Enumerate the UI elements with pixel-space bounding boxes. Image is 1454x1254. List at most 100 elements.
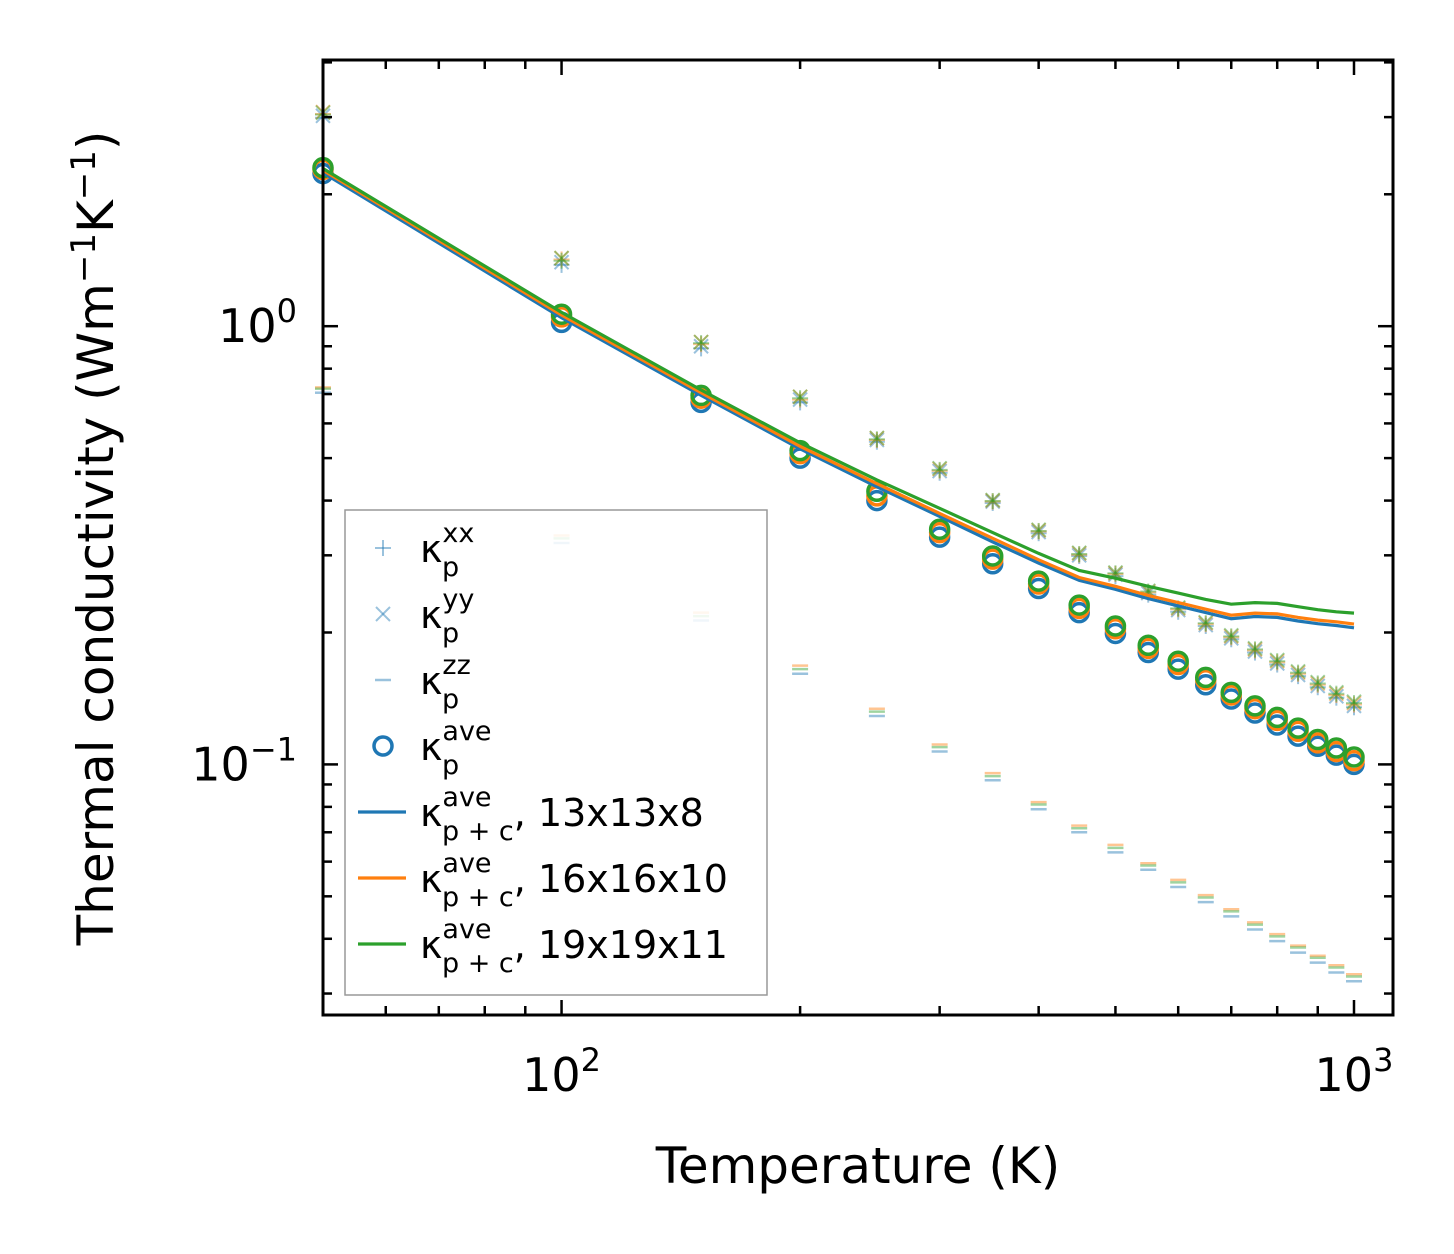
point-kxx-s1-650 xyxy=(1197,616,1214,633)
y-axis-label: Thermal conductivity (Wm−1K−1) xyxy=(64,131,125,947)
point-kyy-s0-350 xyxy=(984,493,1001,510)
legend-label-sub: p xyxy=(442,750,459,781)
point-kyy-s0-450 xyxy=(1071,547,1087,564)
point-kyy-s1-200 xyxy=(792,389,808,405)
point-kxx-s1-250 xyxy=(868,431,885,448)
y-tick-label-1: 100 xyxy=(218,292,297,353)
point-kyy-s1-200-b xyxy=(792,389,808,405)
point-kyy-s1-350 xyxy=(984,492,1001,509)
point-kyy-s0-850-a xyxy=(1290,667,1306,683)
point-kxx-s0-350 xyxy=(984,494,1001,511)
legend-label-base: κ xyxy=(420,791,442,835)
point-kyy-s2-1000-b xyxy=(1346,694,1362,710)
point-kxx-s2-300 xyxy=(931,461,948,478)
x-tick-label-100: 102 xyxy=(522,1041,601,1102)
point-kyy-s1-800-a xyxy=(1269,653,1285,669)
point-kyy-s2-500-a xyxy=(1107,564,1124,581)
point-kyy-s1-650-a xyxy=(1198,615,1214,631)
point-kxx-s2-750 xyxy=(1246,641,1263,658)
point-kyy-s1-750 xyxy=(1247,641,1263,658)
point-kyy-s2-700-b xyxy=(1223,627,1239,644)
point-kyy-s0-950-b xyxy=(1328,688,1345,705)
point-kxx-s2-200 xyxy=(792,390,809,407)
point-kyy-s1-850 xyxy=(1290,664,1306,681)
legend-item-kave: κave p xyxy=(372,716,492,781)
point-kyy-s2-800-a xyxy=(1269,652,1285,668)
point-kyy-s0-950-a xyxy=(1328,688,1345,705)
point-kyy-s1-100-a xyxy=(553,250,570,266)
point-kyy-s0-350-a xyxy=(984,493,1001,510)
point-kxx-s0-900 xyxy=(1309,679,1326,696)
point-kyy-s1-700-b xyxy=(1223,628,1239,645)
point-kyy-s0-250-b xyxy=(869,432,885,448)
point-kave-s2-400 xyxy=(1027,570,1050,592)
point-kyy-s0-750-b xyxy=(1247,643,1263,660)
legend-item-kyy: κyy p xyxy=(375,584,474,649)
point-kyy-s2-150-b xyxy=(693,334,709,350)
y-axis-label-prefix: Thermal conductivity (Wm xyxy=(67,283,125,946)
point-kyy-s1-350-b xyxy=(984,492,1001,509)
point-kyy-s0-700-a xyxy=(1223,630,1239,646)
point-kyy-s1-400-a xyxy=(1030,522,1047,539)
point-kxx-s2-700 xyxy=(1223,628,1240,645)
point-kyy-s0-650-a xyxy=(1198,617,1214,633)
point-kyy-s2-200-a xyxy=(792,389,808,405)
point-kyy-s0-450-b xyxy=(1071,547,1087,564)
point-kyy-s1-300-a xyxy=(931,461,948,477)
point-kyy-s2-450-a xyxy=(1071,545,1087,561)
legend-label-base: κ xyxy=(420,857,442,901)
legend-label-kxx: κxx p xyxy=(420,518,474,583)
point-kyy-s1-100-b xyxy=(553,250,570,266)
point-kyy-s1-950-b xyxy=(1328,685,1345,702)
point-kyy-s0-150-a xyxy=(693,338,709,354)
point-kyy-s2-700 xyxy=(1223,627,1239,644)
legend-handle-kyy-b xyxy=(375,606,391,622)
point-kyy-s2-1000-a xyxy=(1346,694,1362,710)
point-kave-s2-900 xyxy=(1306,728,1329,751)
point-kyy-s2-200 xyxy=(792,389,808,405)
legend-label-sup: xx xyxy=(442,518,474,549)
point-kyy-s2-450 xyxy=(1071,545,1087,561)
point-kxx-s0-700 xyxy=(1223,631,1240,648)
point-kxx-s0-400 xyxy=(1030,525,1047,542)
point-kxx-s2-900 xyxy=(1309,675,1326,692)
point-kyy-s2-350-b xyxy=(984,492,1001,508)
y-axis-label-exp2: −1 xyxy=(64,150,104,200)
point-kxx-s1-800 xyxy=(1269,654,1286,671)
point-kxx-s2-950 xyxy=(1328,685,1345,702)
point-kyy-s2-400-b xyxy=(1030,522,1047,538)
point-kyy-s2-900-b xyxy=(1310,674,1326,690)
point-kave-s2-300 xyxy=(928,518,951,541)
point-kave-s2-700 xyxy=(1220,681,1242,704)
point-kyy-s1-250 xyxy=(869,430,885,446)
point-kyy-s1-950-a xyxy=(1328,685,1345,702)
legend-handle-kyy xyxy=(375,606,391,622)
point-kyy-s1-250-a xyxy=(869,430,885,446)
point-kxx-s0-800 xyxy=(1269,656,1286,673)
x-axis-label: Temperature (K) xyxy=(655,1137,1060,1195)
point-kxx-s0-100 xyxy=(553,256,570,273)
point-kyy-s0-650-b xyxy=(1198,617,1214,633)
legend-label-tail: , 19x19x11 xyxy=(514,923,728,967)
point-kyy-s1-850-b xyxy=(1290,664,1306,681)
point-kxx-s2-100 xyxy=(553,252,570,269)
point-kyy-s2-350 xyxy=(984,492,1001,508)
point-kyy-s0-150-b xyxy=(693,338,709,354)
point-kyy-s2-1000 xyxy=(1346,694,1362,710)
point-kyy-s1-350-a xyxy=(984,492,1001,509)
point-kyy-s1-700 xyxy=(1223,628,1239,645)
legend-label-base: κ xyxy=(420,527,442,571)
point-kyy-s2-100 xyxy=(553,250,570,266)
point-kyy-s0-800 xyxy=(1269,655,1285,672)
point-kxx-s1-100 xyxy=(553,251,570,268)
point-kyy-s0-100-b xyxy=(553,254,570,270)
point-kyy-s2-700-a xyxy=(1223,627,1239,644)
point-kxx-s0-850 xyxy=(1290,668,1307,685)
point-kyy-s0-400-b xyxy=(1030,524,1047,540)
point-kxx-s1-350 xyxy=(984,493,1001,510)
y-tick-label-exp: −1 xyxy=(250,730,297,768)
legend-label-sub: p + c xyxy=(442,816,514,847)
point-kyy-s2-100-b xyxy=(553,250,570,266)
y-axis-label-exp1: −1 xyxy=(64,233,104,283)
